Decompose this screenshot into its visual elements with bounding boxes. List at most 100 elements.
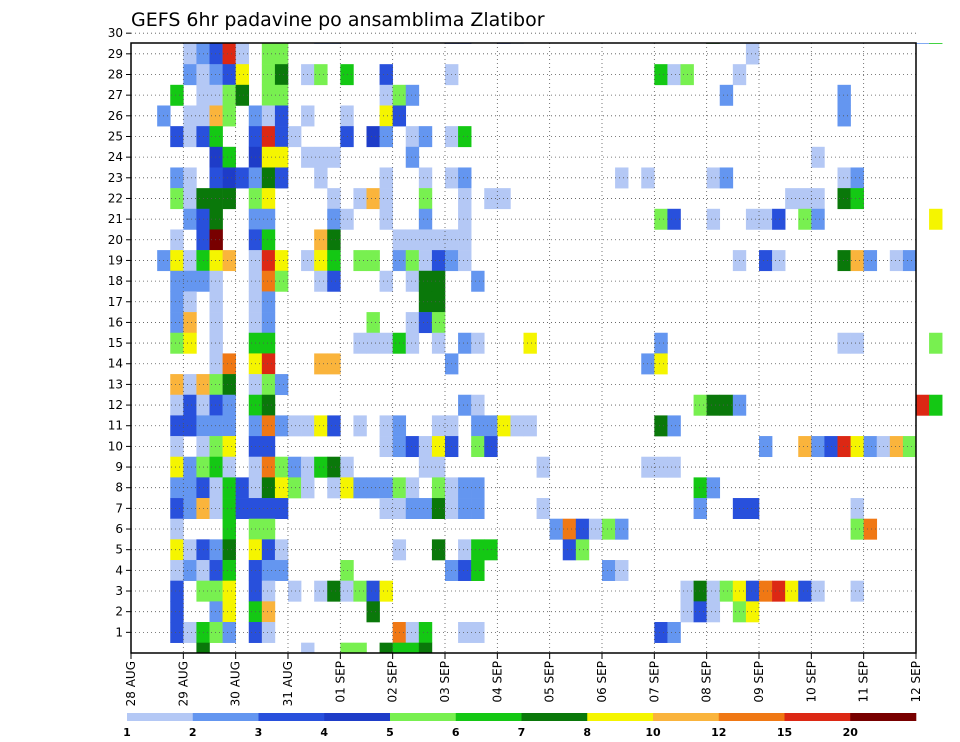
x-tick-label: 29 AUG: [176, 661, 190, 706]
heatmap-cell: [353, 580, 367, 602]
heatmap-cell: [379, 332, 393, 354]
heatmap-cell: [209, 622, 223, 643]
heatmap-cell: [418, 229, 433, 251]
x-tick-label: 01 SEP: [333, 661, 347, 703]
heatmap-cell: [929, 394, 943, 416]
heatmap-cell: [379, 270, 393, 292]
y-tick-label: 25: [108, 129, 123, 143]
heatmap-cell: [379, 580, 393, 602]
heatmap-cell: [418, 291, 433, 313]
x-tick-label: 12 SEP: [909, 661, 923, 703]
heatmap-cell: [274, 270, 289, 292]
heatmap-cell: [222, 64, 236, 86]
heatmap-cell: [183, 270, 197, 292]
heatmap-cell: [353, 415, 367, 437]
heatmap-cell: [222, 394, 236, 416]
y-tick-label: 19: [108, 253, 123, 267]
heatmap-cell: [183, 167, 197, 189]
heatmap-cell: [274, 250, 289, 272]
heatmap-cell: [274, 126, 289, 148]
heatmap-cell: [366, 126, 380, 148]
heatmap-cell: [222, 456, 236, 478]
heatmap-cell: [458, 167, 472, 189]
heatmap-cell: [170, 126, 184, 148]
heatmap-cell: [602, 560, 616, 581]
x-tick-label: 05 SEP: [543, 661, 557, 703]
heatmap-cell: [863, 518, 878, 540]
heatmap-cell: [916, 394, 930, 416]
heatmap-cell: [301, 642, 315, 654]
heatmap-cell: [405, 146, 420, 168]
heatmap-cell: [667, 415, 681, 437]
heatmap-cell: [183, 394, 197, 416]
y-tick-label: 2: [115, 605, 123, 619]
heatmap-cell: [772, 208, 786, 230]
heatmap-cell: [170, 374, 184, 396]
heatmap-cell: [288, 415, 302, 437]
heatmap-cell: [170, 332, 184, 354]
heatmap-cell: [562, 539, 577, 561]
colorbar-swatch: [324, 713, 391, 721]
heatmap-cell: [523, 415, 537, 437]
colorbar-label: 4: [320, 726, 328, 739]
x-tick-label: 28 AUG: [124, 661, 138, 706]
y-tick-label: 24: [108, 150, 123, 164]
heatmap-cell: [562, 518, 577, 540]
heatmap-cell: [327, 270, 341, 292]
heatmap-cell: [261, 436, 276, 458]
y-tick-label: 5: [115, 543, 123, 557]
colorbar-label: 15: [777, 726, 792, 739]
heatmap-cell: [497, 188, 511, 210]
heatmap-cell: [850, 498, 864, 519]
heatmap-cell: [209, 146, 223, 168]
heatmap-cell: [811, 208, 825, 230]
heatmap-cell: [170, 560, 184, 581]
heatmap-cell: [183, 105, 197, 127]
heatmap-cell: [759, 436, 773, 458]
x-tick-label: 06 SEP: [595, 661, 609, 703]
colorbar-label: 6: [452, 726, 460, 739]
heatmap-cell: [811, 580, 825, 602]
heatmap-cell: [837, 250, 851, 272]
colorbar-label: 8: [583, 726, 591, 739]
heatmap-cell: [222, 622, 236, 643]
y-tick-label: 9: [115, 460, 123, 474]
colorbar-swatch: [653, 713, 720, 721]
colorbar-label: 2: [189, 726, 197, 739]
heatmap-cell: [772, 250, 786, 272]
heatmap-cell: [222, 146, 236, 168]
heatmap-cell: [353, 642, 367, 654]
heatmap-cell: [261, 43, 276, 65]
heatmap-cell: [170, 498, 184, 519]
heatmap-cell: [183, 43, 197, 65]
heatmap-cell: [654, 332, 668, 354]
heatmap-cell: [222, 353, 236, 375]
heatmap-cell: [183, 188, 197, 210]
heatmap-cell: [209, 353, 223, 375]
heatmap-cell: [850, 436, 864, 458]
heatmap-cell: [170, 622, 184, 643]
heatmap-cell: [274, 560, 289, 581]
heatmap-cell: [615, 560, 629, 581]
y-tick-label: 28: [108, 67, 123, 81]
heatmap-cell: [222, 167, 236, 189]
heatmap-cell: [353, 188, 367, 210]
heatmap-cell: [458, 229, 472, 251]
heatmap-cell: [418, 436, 433, 458]
heatmap-cell: [902, 436, 917, 458]
heatmap-cells: [157, 43, 943, 654]
heatmap-cell: [209, 105, 223, 127]
colorbar-swatch: [587, 713, 654, 721]
heatmap-cell: [235, 64, 250, 86]
heatmap-cell: [458, 622, 472, 643]
heatmap-cell: [183, 477, 197, 499]
heatmap-cell: [170, 270, 184, 292]
heatmap-cell: [235, 498, 250, 519]
heatmap-cell: [209, 250, 223, 272]
heatmap-cell: [327, 188, 341, 210]
heatmap-cell: [431, 498, 446, 519]
heatmap-cell: [693, 394, 707, 416]
heatmap-cell: [405, 84, 420, 106]
y-tick-label: 8: [115, 481, 123, 495]
heatmap-cell: [222, 539, 236, 561]
